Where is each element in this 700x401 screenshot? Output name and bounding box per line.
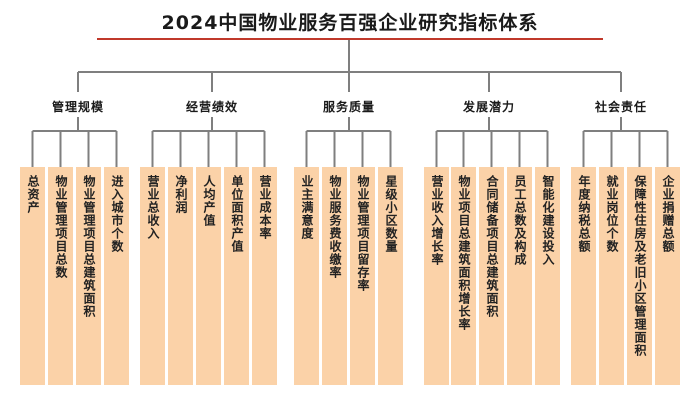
- indicator-box: 物业服务费收缴率: [322, 167, 347, 385]
- indicator-box: 星级小区数量: [378, 167, 403, 385]
- indicator-box: 营业总收入: [140, 167, 165, 385]
- indicator-box: 就业岗位个数: [599, 167, 624, 385]
- category-label: 经营绩效: [185, 100, 238, 114]
- diagram-title: 2024中国物业服务百强企业研究指标体系: [161, 12, 539, 34]
- indicator-box: 业主满意度: [294, 167, 319, 385]
- indicator-box: 净利润: [168, 167, 193, 385]
- indicator-box: 合同储备项目总建筑面积: [479, 167, 504, 385]
- indicator-box: 保障性住房及老旧小区管理面积: [627, 167, 652, 385]
- category-label: 社会责任: [594, 100, 647, 114]
- indicator-box: 物业管理项目留存率: [350, 167, 375, 385]
- indicator-box: 营业收入增长率: [424, 167, 449, 385]
- indicator-box: 单位面积产值: [224, 167, 249, 385]
- indicator-box: 营业成本率: [252, 167, 277, 385]
- indicator-box: 智能化建设投入: [535, 167, 560, 385]
- indicator-box: 员工总数及构成: [507, 167, 532, 385]
- category-label: 服务质量: [322, 100, 375, 114]
- indicator-box: 物业管理项目总建筑面积: [76, 167, 101, 385]
- indicator-box: 进入城市个数: [104, 167, 129, 385]
- indicator-box: 年度纳税总额: [571, 167, 596, 385]
- indicator-box: 总资产: [20, 167, 45, 385]
- indicator-box: 物业项目总建筑面积增长率: [451, 167, 476, 385]
- indicator-box: 物业管理项目总数: [48, 167, 73, 385]
- indicator-box: 人均产值: [196, 167, 221, 385]
- category-label: 发展潜力: [462, 100, 515, 114]
- title-underline: [97, 38, 603, 40]
- indicator-box: 企业捐赠总额: [655, 167, 680, 385]
- category-label: 管理规模: [51, 100, 104, 114]
